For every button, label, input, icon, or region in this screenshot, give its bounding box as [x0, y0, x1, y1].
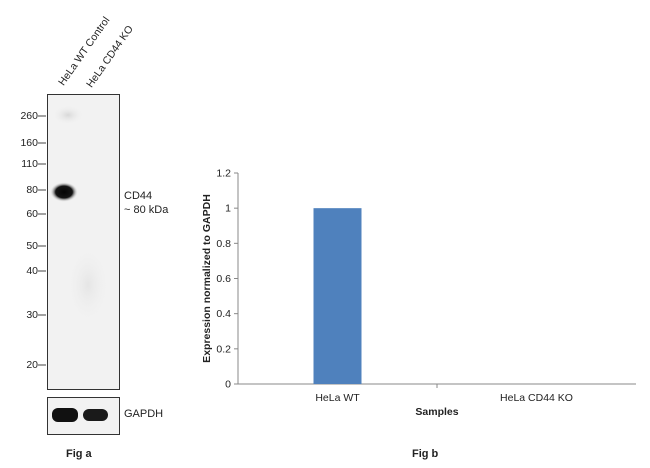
x-label-group: HeLa WT HeLa CD44 KO [315, 384, 573, 404]
marker-60: 60 [26, 208, 38, 220]
y-tick-label: 0 [225, 379, 231, 391]
bar-0 [313, 208, 362, 384]
y-tick-label: 0.2 [216, 343, 231, 355]
bar-group [313, 208, 362, 384]
marker-40: 40 [26, 265, 38, 277]
marker-80: 80 [26, 184, 38, 196]
x-tick-label: HeLa CD44 KO [500, 392, 573, 404]
y-tick-label: 0.6 [216, 273, 231, 285]
y-tick-group: 0 0.2 0.4 0.6 0.8 1 1.2 [216, 168, 238, 391]
fig-b-caption: Fig b [412, 448, 439, 460]
gapdh-blot-image [52, 408, 108, 422]
marker-110: 110 [21, 158, 38, 170]
y-axis-title: Expression normalized to GAPDH [201, 194, 213, 363]
gapdh-band-ko [83, 409, 108, 421]
marker-50: 50 [26, 240, 38, 252]
marker-20: 20 [26, 359, 38, 371]
fig-a-caption: Fig a [66, 448, 92, 460]
cd44-size-text: ~ 80 kDa [124, 204, 169, 216]
gapdh-blot-membrane [47, 397, 120, 435]
y-tick-label: 0.4 [216, 308, 231, 320]
y-tick-label: 1.2 [216, 168, 231, 180]
cd44-label-text: CD44 [124, 190, 153, 202]
x-tick-label: HeLa WT [315, 392, 360, 404]
cd44-band-label: CD44 ~ 80 kDa [124, 189, 168, 217]
cd44-blot-image [50, 105, 110, 325]
gapdh-band-wt [52, 408, 78, 422]
marker-30: 30 [26, 309, 38, 321]
gapdh-label: GAPDH [124, 408, 164, 420]
cd44-band-wt [50, 182, 78, 202]
y-tick-label: 0.8 [216, 238, 231, 250]
x-axis-title: Samples [415, 406, 458, 418]
cd44-blot-membrane [47, 94, 120, 390]
marker-260: 260 [20, 110, 38, 122]
marker-160: 160 [20, 137, 38, 149]
y-tick-label: 1 [225, 203, 231, 215]
marker-ticks [38, 115, 46, 366]
